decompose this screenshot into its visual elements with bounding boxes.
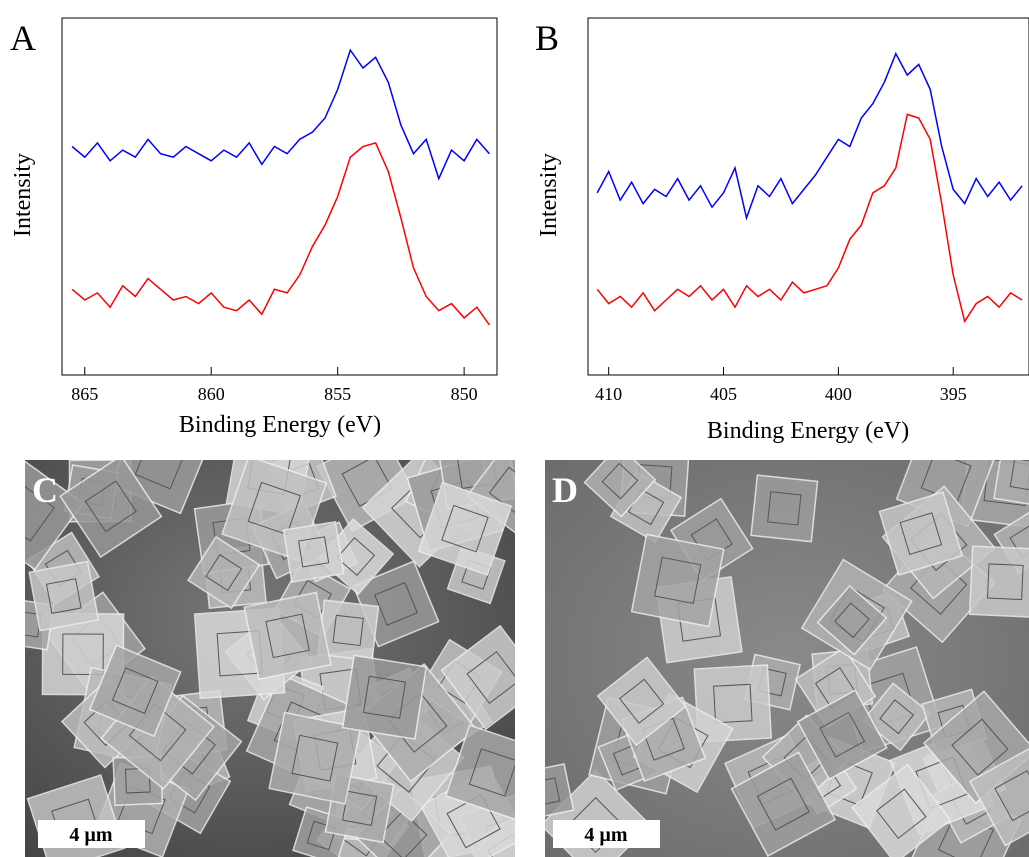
data-line (596, 51, 1023, 221)
crystal-face (374, 581, 418, 626)
scale-bar-box (553, 820, 660, 848)
crystal (341, 654, 428, 740)
crystal (59, 460, 163, 559)
crystal-face (619, 678, 665, 724)
crystal (750, 474, 819, 543)
plot-frame (587, 17, 1029, 376)
crystal (993, 460, 1029, 509)
crystal-face (336, 537, 376, 577)
sem-texture (545, 460, 1029, 857)
crystal (444, 724, 515, 821)
y-axis-label: Intensity (536, 153, 562, 237)
crystal-face (291, 734, 339, 782)
crystal-face (876, 788, 927, 839)
y-axis-label: Intensity (10, 153, 36, 237)
crystal-face (298, 536, 330, 568)
crystal-face (654, 556, 702, 605)
crystal-face (25, 483, 55, 542)
crystal-face (899, 512, 943, 555)
crystal-face (756, 777, 810, 831)
panel-label: C (32, 470, 58, 510)
crystal-face (341, 790, 378, 826)
crystal-face (545, 777, 561, 807)
panel-label: A (10, 18, 36, 58)
crystal (28, 560, 100, 632)
crystal (816, 584, 888, 656)
x-axis-label: Binding Energy (eV) (179, 412, 381, 438)
crystal-face (767, 491, 802, 526)
crystal-face (819, 711, 866, 758)
crystal (968, 545, 1029, 619)
crystal-face (332, 614, 364, 647)
panel-label: B (535, 18, 559, 58)
crystal-face (124, 767, 151, 794)
x-tick-label: 410 (595, 384, 622, 404)
crystal (268, 711, 362, 805)
data-line (596, 113, 1023, 324)
sem-texture (25, 460, 515, 857)
crystal-face (205, 554, 243, 592)
panel-label: D (552, 470, 578, 510)
crystal-face (84, 480, 137, 533)
crystal-face (446, 794, 501, 849)
crystal (596, 656, 687, 747)
data-line (71, 48, 490, 181)
crystal (730, 751, 837, 857)
crystal-face (247, 481, 301, 536)
crystal-face (713, 683, 753, 724)
crystal-face (111, 667, 159, 715)
crystal-face (601, 462, 639, 500)
crystal-face (879, 699, 915, 735)
x-tick-label: 850 (451, 384, 478, 404)
crystal-face (306, 820, 337, 851)
crystal (545, 763, 575, 821)
crystal (417, 481, 513, 576)
x-tick-label: 855 (324, 384, 351, 404)
crystal (851, 763, 952, 857)
data-line (71, 141, 491, 326)
crystal-face (45, 578, 82, 614)
crystal-face (265, 613, 310, 659)
crystal (282, 520, 345, 583)
crystal-face (378, 810, 428, 857)
x-tick-label: 860 (198, 384, 225, 404)
crystal-face (986, 563, 1024, 601)
crystal (796, 689, 888, 781)
crystal (878, 491, 964, 577)
crystal-face (834, 602, 870, 639)
crystal-face (951, 718, 1009, 776)
crystal (862, 682, 932, 752)
crystal (25, 460, 84, 571)
scale-bar: 4 µm (69, 824, 113, 846)
crystal (243, 591, 332, 681)
crystal-face (441, 504, 489, 553)
scale-bar-box (38, 820, 145, 848)
crystal (440, 624, 515, 731)
x-tick-label: 400 (825, 384, 852, 404)
crystal (583, 460, 657, 518)
crystal-face (62, 633, 104, 676)
crystal (88, 644, 182, 738)
crystal (969, 744, 1029, 847)
crystal (187, 535, 261, 610)
x-axis-label: Binding Energy (eV) (707, 418, 909, 444)
x-tick-label: 405 (710, 384, 737, 404)
crystal (630, 533, 725, 628)
x-tick-label: 395 (940, 384, 967, 404)
x-tick-label: 865 (71, 384, 98, 404)
crystal-face (466, 651, 515, 704)
plot-frame (61, 17, 498, 376)
crystal-face (363, 675, 406, 719)
crystal-face (468, 748, 515, 797)
scale-bar: 4 µm (584, 824, 628, 846)
crystal-face (134, 460, 186, 490)
